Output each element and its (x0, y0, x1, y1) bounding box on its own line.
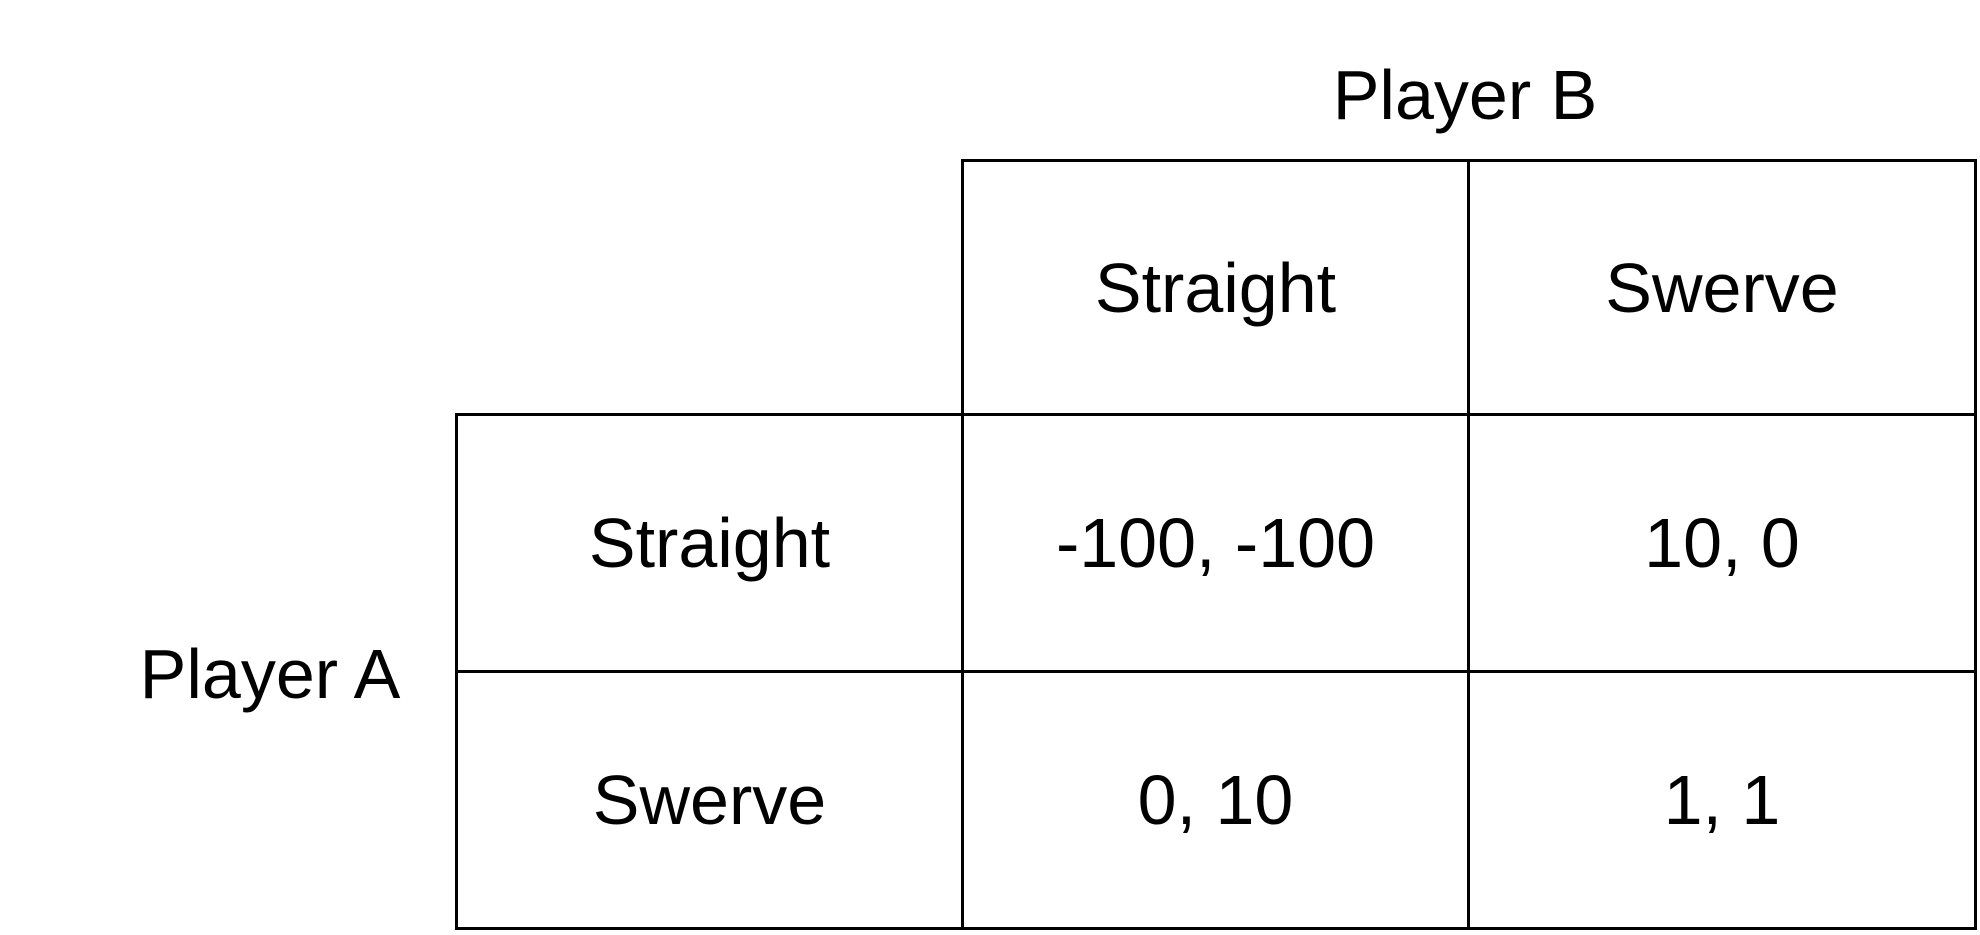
payoff-cell-straight-straight: -100, -100 (961, 413, 1470, 673)
player-a-label: Player A (139, 635, 401, 713)
row-header-straight: Straight (455, 413, 964, 673)
payoff-cell-swerve-swerve: 1, 1 (1467, 670, 1977, 930)
payoff-cell-straight-swerve: 10, 0 (1467, 413, 1977, 673)
player-b-label: Player B (1332, 56, 1598, 134)
column-header-straight: Straight (961, 159, 1470, 416)
column-header-swerve: Swerve (1467, 159, 1977, 416)
payoff-cell-swerve-straight: 0, 10 (961, 670, 1470, 930)
row-header-swerve: Swerve (455, 670, 964, 930)
